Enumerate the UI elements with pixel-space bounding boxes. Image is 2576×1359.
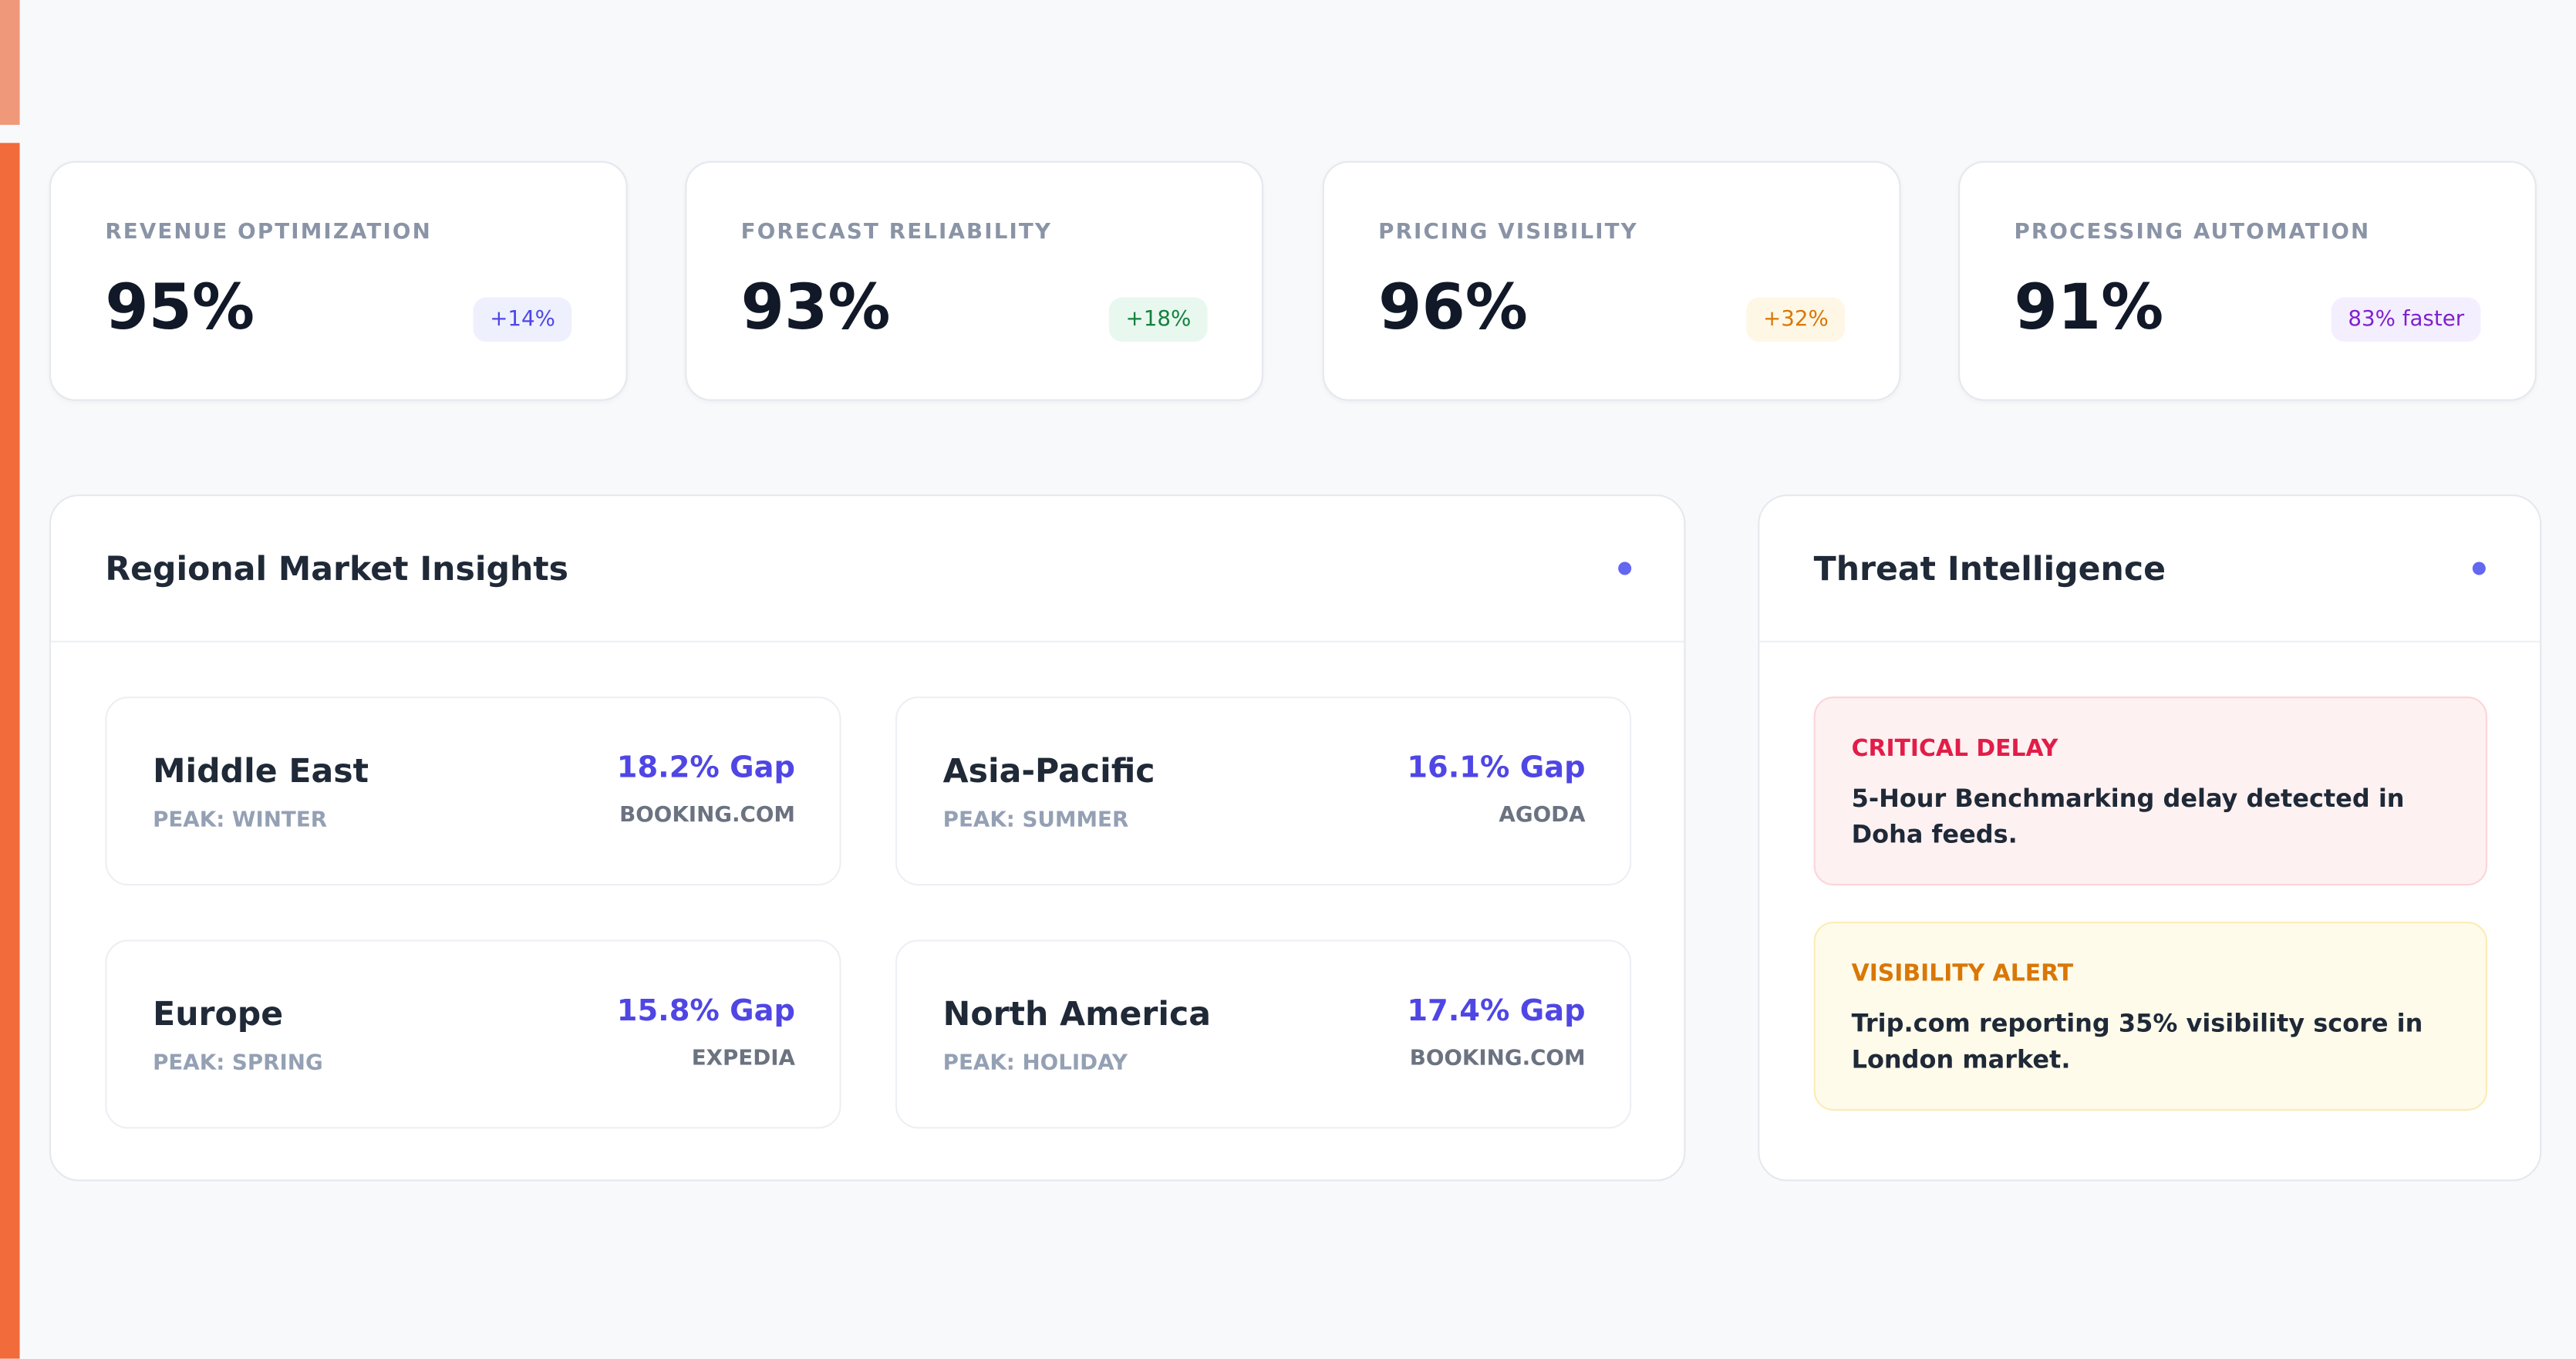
region-gap: 15.8% Gap <box>616 993 795 1029</box>
metric-card: FORECAST RELIABILITY 93% +18% <box>685 160 1264 401</box>
alert-card: VISIBILITY ALERT Trip.com reporting 35% … <box>1813 921 2487 1111</box>
metric-value: 95% <box>105 271 255 344</box>
alert-card: CRITICAL DELAY 5-Hour Benchmarking delay… <box>1813 696 2487 886</box>
region-source: BOOKING.COM <box>1409 1046 1586 1071</box>
metric-value: 96% <box>1378 271 1528 344</box>
region-peak: PEAK: SPRING <box>153 1051 323 1077</box>
threat-panel: Threat Intelligence CRITICAL DELAY 5-Hou… <box>1758 494 2542 1182</box>
region-name: Europe <box>153 993 284 1034</box>
metric-badge: +32% <box>1746 297 1846 342</box>
region-card: Asia-Pacific PEAK: SUMMER 16.1% Gap AGOD… <box>895 696 1632 886</box>
metric-label: REVENUE OPTIMIZATION <box>105 220 432 245</box>
region-card: North America PEAK: HOLIDAY 17.4% Gap BO… <box>895 939 1632 1129</box>
region-peak: PEAK: SUMMER <box>942 808 1129 833</box>
region-peak: PEAK: HOLIDAY <box>942 1051 1128 1077</box>
alert-title: VISIBILITY ALERT <box>1851 961 2074 988</box>
region-gap: 18.2% Gap <box>616 750 795 786</box>
alert-text: 5-Hour Benchmarking delay detected in Do… <box>1851 784 2405 850</box>
metric-badge: +18% <box>1109 297 1208 342</box>
region-card: Europe PEAK: SPRING 15.8% Gap EXPEDIA <box>105 939 841 1129</box>
metric-value: 93% <box>740 271 891 344</box>
region-source: AGODA <box>1499 803 1586 828</box>
metric-card: PRICING VISIBILITY 96% +32% <box>1322 160 1901 401</box>
region-name: Middle East <box>153 750 369 791</box>
panel-title: Threat Intelligence <box>1813 548 2166 588</box>
metric-label: FORECAST RELIABILITY <box>740 220 1053 245</box>
divider <box>51 640 1684 642</box>
panel-title: Regional Market Insights <box>105 548 569 588</box>
region-card: Middle East PEAK: WINTER 18.2% Gap BOOKI… <box>105 696 841 886</box>
region-peak: PEAK: WINTER <box>153 808 328 833</box>
alert-text: Trip.com reporting 35% visibility score … <box>1851 1008 2423 1075</box>
divider <box>1759 640 2541 642</box>
region-gap: 16.1% Gap <box>1407 750 1586 786</box>
metric-badge: +14% <box>473 297 572 342</box>
metric-card: REVENUE OPTIMIZATION 95% +14% <box>49 160 628 401</box>
region-name: North America <box>942 993 1212 1034</box>
region-source: EXPEDIA <box>691 1046 795 1071</box>
region-source: BOOKING.COM <box>619 803 795 828</box>
status-dot <box>1618 561 1632 575</box>
metric-card: PROCESSING AUTOMATION 91% 83% faster <box>1958 160 2537 401</box>
metric-label: PROCESSING AUTOMATION <box>2014 220 2371 245</box>
alert-title: CRITICAL DELAY <box>1851 736 2058 763</box>
region-name: Asia-Pacific <box>942 750 1155 791</box>
regional-panel: Regional Market Insights Middle East PEA… <box>49 494 1686 1182</box>
region-gap: 17.4% Gap <box>1407 993 1586 1029</box>
status-dot <box>2472 561 2486 575</box>
accent-bar <box>0 0 20 125</box>
metric-value: 91% <box>2014 271 2164 344</box>
metric-label: PRICING VISIBILITY <box>1378 220 1638 245</box>
metric-badge: 83% faster <box>2332 297 2481 342</box>
accent-bar <box>0 143 20 1359</box>
